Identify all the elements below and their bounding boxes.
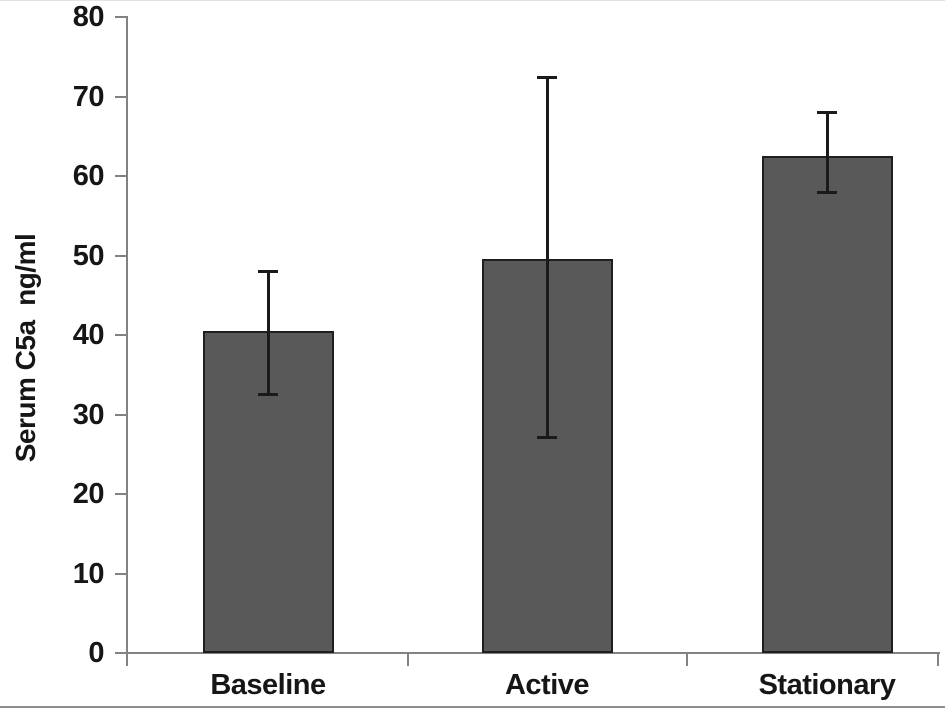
- error-bar-cap-top: [258, 270, 278, 274]
- y-tick-label: 60: [72, 160, 105, 192]
- x-category-boundary-tick: [686, 653, 688, 666]
- y-tick-label: 70: [72, 80, 105, 113]
- x-category-boundary-tick: [407, 653, 409, 666]
- y-tick-mark: [115, 334, 126, 336]
- y-tick-mark: [115, 254, 126, 257]
- y-tick-label: 30: [72, 398, 105, 431]
- x-axis-line: [116, 652, 940, 654]
- y-tick-mark: [115, 413, 126, 416]
- y-tick-mark: [115, 652, 126, 654]
- x-category-label: Active: [504, 669, 590, 701]
- y-tick-mark: [115, 572, 126, 575]
- error-bar-line: [545, 76, 549, 439]
- x-category-label: Baseline: [210, 669, 326, 701]
- error-bar-cap-bottom: [817, 191, 837, 195]
- error-bar-line: [825, 112, 829, 194]
- y-tick-mark: [115, 16, 126, 18]
- bar: [203, 331, 334, 653]
- y-tick-mark: [115, 175, 126, 177]
- error-bar-cap-top: [817, 111, 837, 115]
- figure-bottom-border: [0, 706, 945, 708]
- bar: [762, 156, 893, 653]
- y-axis-line: [126, 16, 128, 665]
- x-category-label: Stationary: [758, 669, 896, 701]
- y-tick-label: 80: [72, 1, 105, 33]
- error-bar-line: [266, 271, 270, 395]
- error-bar-cap-bottom: [537, 436, 557, 440]
- y-tick-mark: [115, 95, 126, 98]
- x-category-boundary-tick: [126, 653, 128, 666]
- y-tick-label: 50: [72, 239, 105, 272]
- y-tick-label: 20: [72, 478, 105, 510]
- y-tick-mark: [115, 493, 126, 495]
- error-bar-cap-bottom: [258, 392, 278, 396]
- y-tick-label: 10: [72, 557, 105, 590]
- figure-top-border: [0, 0, 945, 1]
- y-tick-label: 0: [88, 637, 104, 669]
- error-bar-cap-top: [537, 75, 557, 79]
- y-tick-label: 40: [72, 319, 105, 351]
- x-category-boundary-tick: [937, 653, 939, 666]
